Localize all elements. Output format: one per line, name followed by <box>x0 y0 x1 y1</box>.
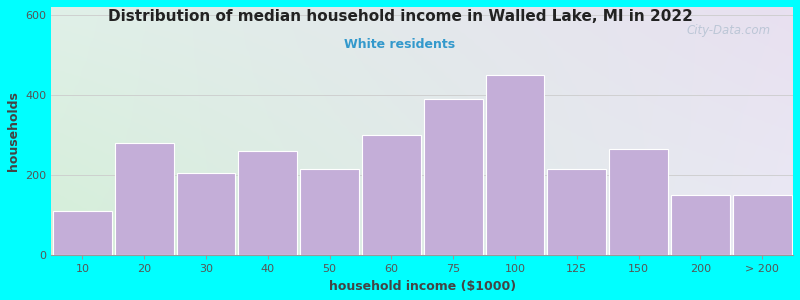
Bar <box>486 75 544 256</box>
Text: City-Data.com: City-Data.com <box>686 24 771 37</box>
Y-axis label: households: households <box>7 91 20 171</box>
Text: White residents: White residents <box>345 38 455 50</box>
Bar <box>424 99 482 256</box>
Bar <box>53 212 112 256</box>
X-axis label: household income ($1000): household income ($1000) <box>329 280 516 293</box>
Bar <box>300 169 359 256</box>
Bar <box>610 149 668 256</box>
Bar <box>671 195 730 256</box>
Bar <box>547 169 606 256</box>
Bar <box>733 195 791 256</box>
Bar <box>362 135 421 256</box>
Bar <box>177 173 235 256</box>
Bar <box>238 151 297 256</box>
Text: Distribution of median household income in Walled Lake, MI in 2022: Distribution of median household income … <box>107 9 693 24</box>
Bar <box>115 143 174 256</box>
